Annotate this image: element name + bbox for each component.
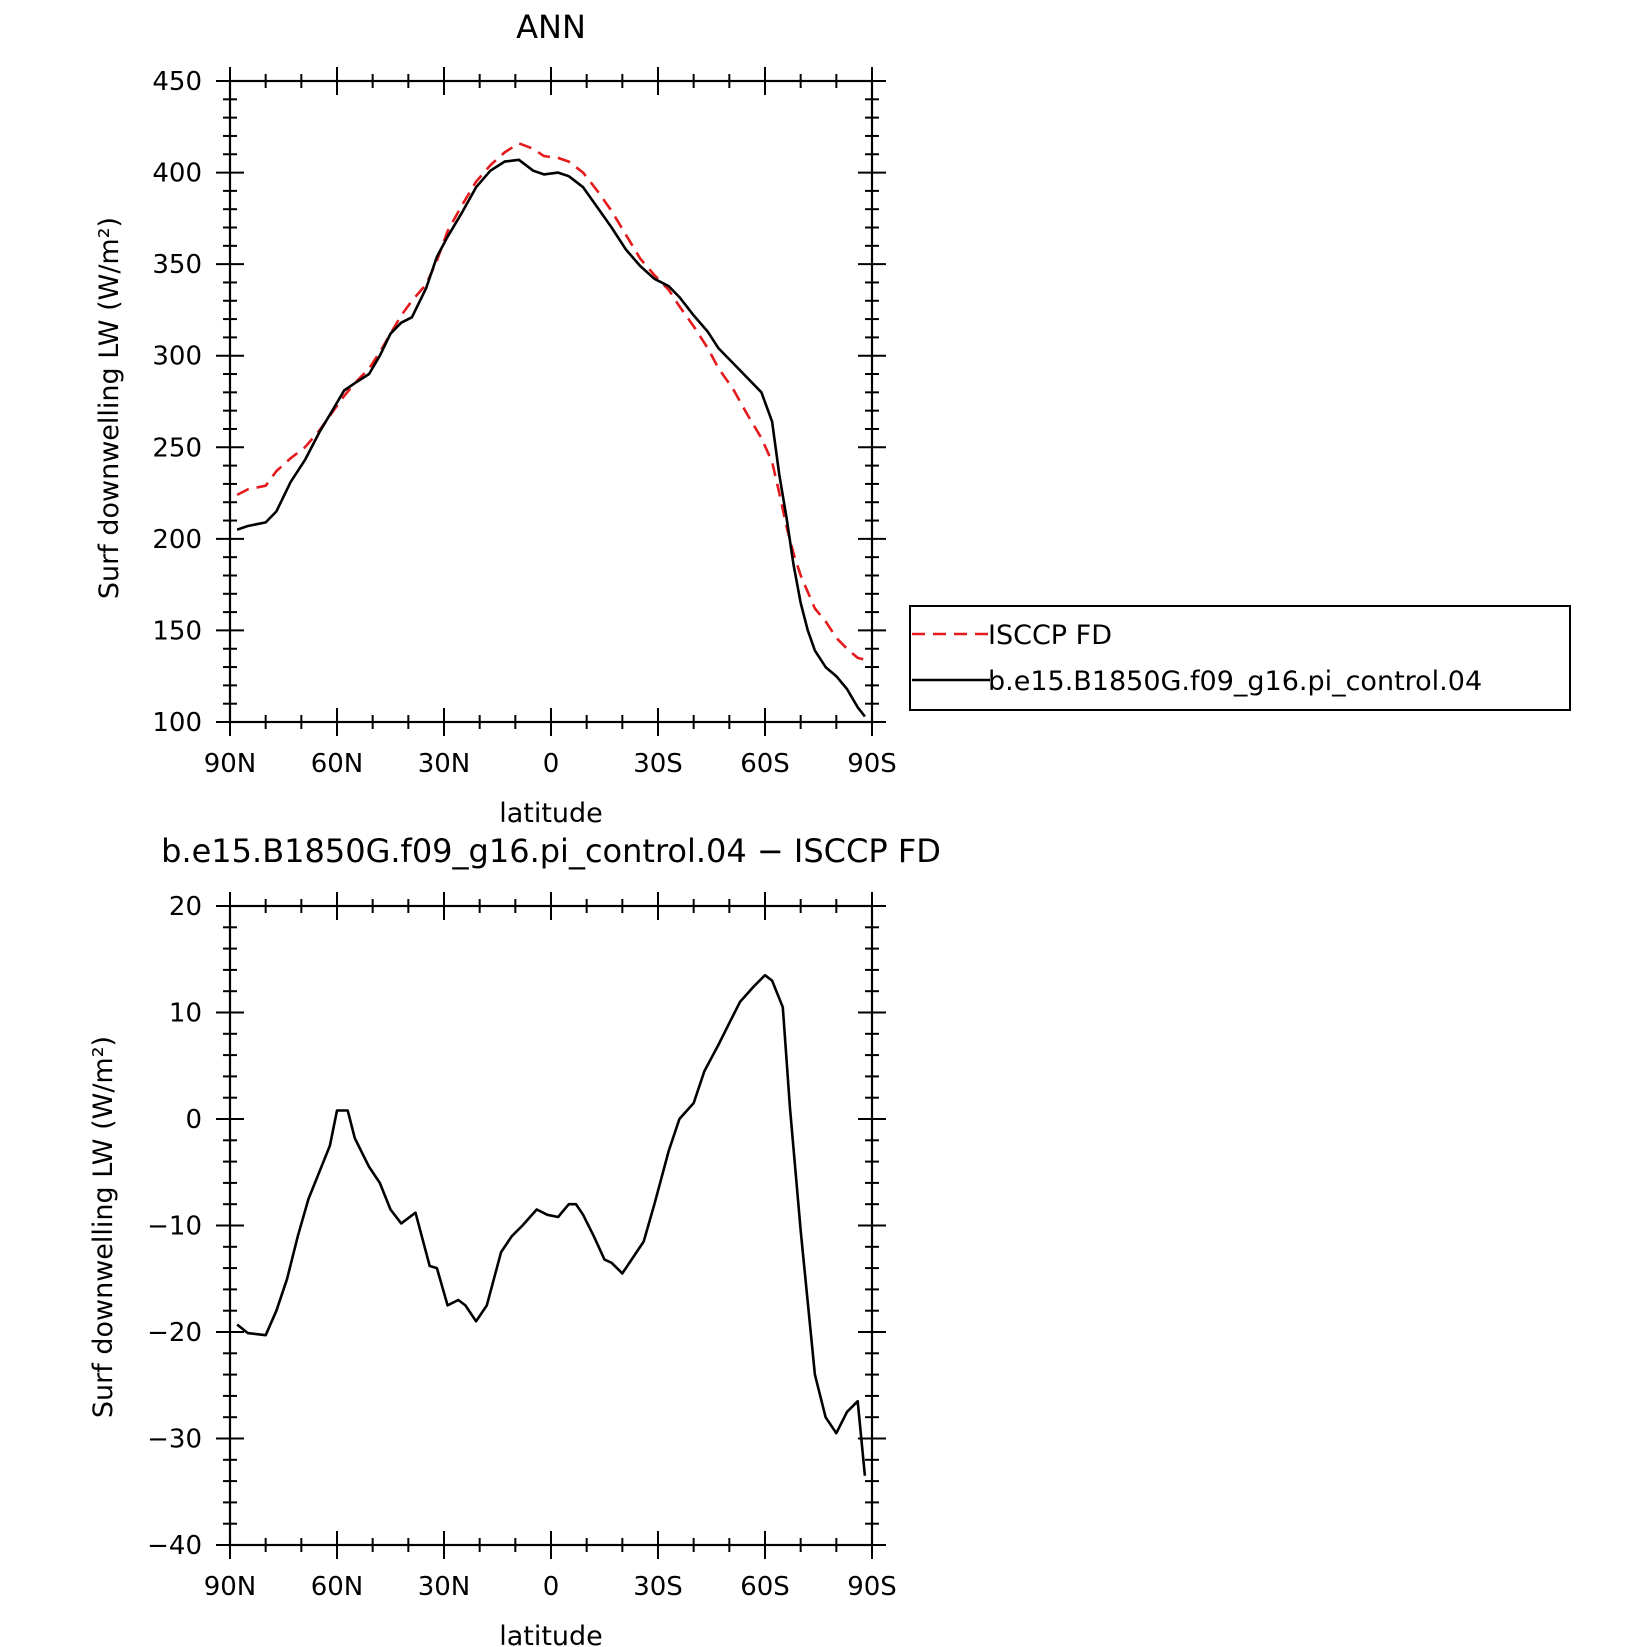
bottom-y-tick-label: 20 (169, 892, 202, 922)
bottom-y-tick-label: −20 (147, 1318, 202, 1348)
bottom-x-tick-label: 0 (543, 1572, 560, 1602)
bottom-y-axis-label: Surf downwelling LW (W/m²) (88, 1036, 119, 1418)
top-chart-title: ANN (516, 8, 586, 46)
bottom-x-tick-label: 30N (418, 1572, 471, 1602)
top-y-tick-label: 150 (152, 616, 202, 646)
top-y-tick-label: 450 (152, 67, 202, 97)
top-x-tick-label: 30S (633, 749, 683, 779)
top-y-tick-label: 250 (152, 433, 202, 463)
top-y-tick-label: 400 (152, 159, 202, 189)
top-x-tick-label: 60N (311, 749, 364, 779)
top-series-line-isccp (236, 142, 866, 661)
bottom-panel-chart: b.e15.B1850G.f09_g16.pi_control.04 − ISC… (88, 832, 941, 1647)
legend-box (909, 605, 1571, 711)
top-x-tick-label: 90N (204, 749, 257, 779)
top-y-tick-label: 100 (152, 708, 202, 738)
legend-label-model: b.e15.B1850G.f09_g16.pi_control.04 (988, 666, 1482, 697)
top-x-tick-label: 60S (740, 749, 790, 779)
bottom-x-tick-label: 60S (740, 1572, 790, 1602)
top-axes: 100 150 200 250 300 350 400 450 90N 60N 30N 0 30S 60S… (152, 67, 897, 779)
top-y-tick-label: 200 (152, 525, 202, 555)
bottom-plot-frame (228, 904, 874, 1547)
top-series-line-model (236, 158, 866, 718)
bottom-axes: −40 −30 −20 −10 0 10 20 90N 60N 30N 0 30S 60S 90S (147, 892, 897, 1602)
bottom-x-axis-label: latitude (499, 1621, 603, 1647)
bottom-y-tick-label: −40 (147, 1531, 202, 1561)
bottom-series-group (236, 973, 867, 1476)
bottom-x-tick-label: 90N (204, 1572, 257, 1602)
bottom-y-tick-label: −30 (147, 1425, 202, 1455)
top-x-tick-label: 0 (543, 749, 560, 779)
bottom-series-line-difference (236, 973, 867, 1476)
top-y-tick-label: 300 (152, 342, 202, 372)
top-x-axis-label: latitude (499, 798, 603, 829)
top-series-group (236, 142, 866, 718)
top-x-tick-label: 30N (418, 749, 471, 779)
legend-label-isccp: ISCCP FD (988, 620, 1112, 651)
legend: ISCCP FD b.e15.B1850G.f09_g16.pi_control… (909, 605, 1571, 711)
bottom-x-tick-label: 60N (311, 1572, 364, 1602)
bottom-y-tick-label: 10 (169, 999, 202, 1029)
bottom-y-tick-label: 0 (185, 1105, 202, 1135)
bottom-chart-title: b.e15.B1850G.f09_g16.pi_control.04 − ISC… (161, 832, 941, 870)
top-y-tick-label: 350 (152, 250, 202, 280)
bottom-x-tick-label: 30S (633, 1572, 683, 1602)
bottom-y-tick-label: −10 (147, 1212, 202, 1242)
top-x-tick-label: 90S (847, 749, 897, 779)
top-panel-chart: ANN 100 150 200 250 300 350 400 450 90N 60N 30N 0 30… (94, 8, 897, 829)
top-plot-frame (228, 79, 874, 724)
top-y-axis-label: Surf downwelling LW (W/m²) (94, 217, 125, 599)
bottom-x-tick-label: 90S (847, 1572, 897, 1602)
